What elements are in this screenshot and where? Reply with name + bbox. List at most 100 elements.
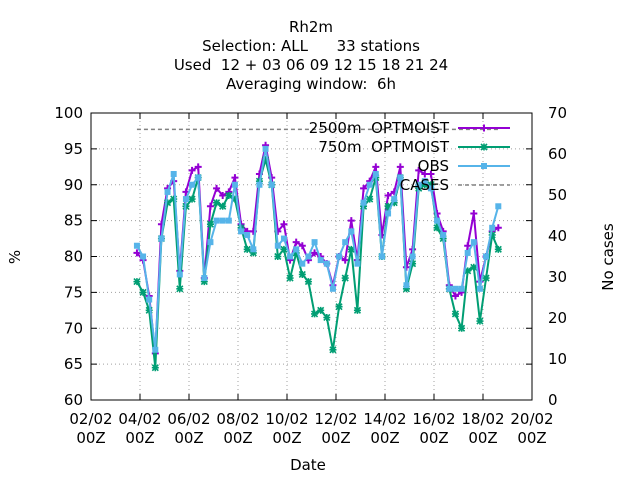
data-point — [341, 274, 349, 282]
data-point — [256, 181, 263, 188]
data-point — [488, 231, 496, 239]
data-point — [195, 174, 202, 181]
x-tick-label-hour: 00Z — [370, 429, 399, 447]
data-point — [244, 231, 251, 238]
data-point — [238, 228, 245, 235]
x-tick-label-hour: 00Z — [321, 429, 350, 447]
data-point — [402, 285, 411, 293]
data-point — [347, 217, 355, 225]
y-tick-label: 70 — [64, 319, 83, 337]
data-point — [212, 199, 221, 207]
y-tick-label: 65 — [64, 355, 83, 373]
data-point — [286, 274, 294, 282]
x-tick-label-date: 04/02 — [118, 410, 161, 428]
data-point — [323, 260, 330, 267]
data-point — [274, 252, 282, 261]
data-point — [170, 170, 177, 177]
data-point — [360, 184, 368, 192]
title-line: Averaging window: 6h — [226, 75, 396, 93]
data-point — [347, 245, 355, 253]
data-point — [188, 195, 196, 203]
data-point — [360, 199, 367, 206]
data-point — [384, 202, 392, 210]
data-point — [495, 203, 502, 210]
data-point — [299, 260, 306, 267]
legend-label: OBS — [418, 157, 449, 175]
legend-entry: CASES — [400, 176, 510, 194]
data-point — [390, 199, 398, 207]
data-point — [480, 143, 488, 151]
x-tick-label-date: 14/02 — [363, 410, 406, 428]
y2-tick-label: 0 — [548, 391, 558, 409]
x-tick-label-hour: 00Z — [223, 429, 252, 447]
data-point — [189, 181, 196, 188]
y-axis-label: % — [6, 250, 24, 264]
data-point — [433, 224, 441, 232]
series-layer — [133, 141, 502, 372]
data-point — [176, 271, 183, 278]
data-point — [427, 185, 434, 192]
x-tick-label-date: 02/02 — [69, 410, 112, 428]
legend-entry: 2500m OPTMOIST — [309, 119, 510, 137]
data-point — [311, 249, 319, 257]
data-point — [170, 195, 178, 203]
data-point — [451, 310, 460, 318]
data-point — [133, 278, 141, 286]
data-point — [421, 178, 428, 185]
x-tick-label-hour: 00Z — [468, 429, 497, 447]
data-point — [304, 278, 313, 286]
x-tick-label-hour: 00Z — [174, 429, 203, 447]
y-tick-label: 100 — [54, 104, 83, 122]
title-line: Selection: ALL 33 stations — [202, 37, 420, 55]
data-point — [440, 231, 447, 238]
y2-tick-label: 30 — [548, 268, 567, 286]
data-point — [476, 285, 483, 292]
data-point — [133, 249, 141, 257]
y-tick-label: 90 — [64, 176, 83, 194]
data-point — [494, 224, 502, 232]
data-point — [206, 202, 214, 210]
data-point — [152, 346, 159, 353]
x-tick-label-date: 12/02 — [314, 410, 357, 428]
data-point — [427, 170, 435, 178]
legend-label: CASES — [400, 176, 449, 194]
x-tick-label-date: 20/02 — [510, 410, 553, 428]
data-point — [298, 242, 306, 250]
data-point — [280, 245, 288, 253]
data-point — [323, 313, 331, 322]
legend-entry: 750m OPTMOIST — [318, 138, 510, 156]
data-point — [409, 253, 416, 260]
data-point — [481, 163, 487, 169]
y2-tick-label: 40 — [548, 227, 567, 245]
title-line: Used 12 + 03 06 09 12 15 18 21 24 — [174, 56, 448, 74]
y2-axis-label: No cases — [599, 223, 617, 291]
x-tick-label-date: 18/02 — [461, 410, 504, 428]
y2-tick-label: 70 — [548, 104, 567, 122]
data-point — [311, 239, 318, 246]
data-point — [250, 246, 257, 253]
legend-label: 750m OPTMOIST — [318, 138, 449, 156]
x-axis-label: Date — [290, 456, 326, 474]
data-point — [213, 184, 221, 192]
data-point — [470, 263, 478, 271]
x-tick-label-date: 10/02 — [265, 410, 308, 428]
data-point — [151, 364, 159, 372]
data-point — [396, 163, 404, 171]
y2-tick-label: 60 — [548, 145, 567, 163]
data-point — [408, 260, 417, 268]
data-point — [201, 275, 208, 282]
y-tick-label: 85 — [64, 212, 83, 230]
data-point — [434, 217, 441, 224]
data-point — [366, 195, 374, 203]
data-point — [231, 181, 238, 188]
data-point — [310, 310, 319, 318]
data-point — [415, 181, 422, 188]
data-point — [261, 156, 270, 164]
data-point — [292, 238, 300, 246]
y2-tick-label: 10 — [548, 350, 567, 368]
data-point — [176, 285, 184, 293]
data-point — [249, 249, 257, 257]
data-point — [421, 170, 429, 178]
data-point — [329, 285, 336, 292]
